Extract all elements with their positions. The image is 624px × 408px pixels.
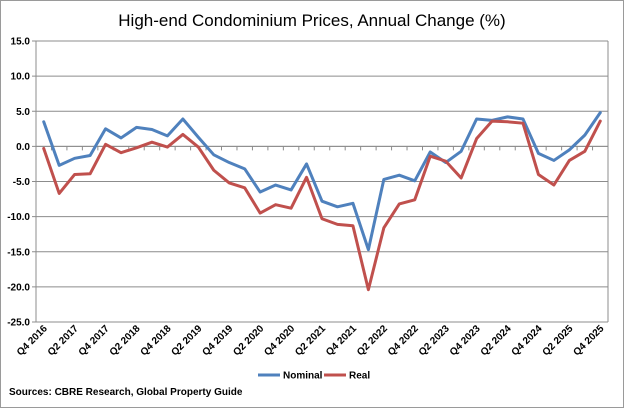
x-tick-label: Q2 2017 <box>46 323 81 358</box>
x-tick-label: Q4 2023 <box>448 323 483 358</box>
x-tick-label: Q2 2018 <box>108 323 143 358</box>
y-tick-label: -15.0 <box>7 247 30 258</box>
y-tick-label: -20.0 <box>7 282 30 293</box>
x-tick-label: Q4 2021 <box>324 323 359 358</box>
x-tick-label: Q2 2022 <box>355 323 390 358</box>
x-tick-label: Q2 2025 <box>541 323 576 358</box>
x-tick-label: Q4 2022 <box>386 323 421 358</box>
y-tick-label: -25.0 <box>7 318 30 329</box>
y-tick-label: -5.0 <box>13 177 31 188</box>
axes <box>35 41 609 322</box>
x-tick-label: Q4 2025 <box>571 323 606 358</box>
gridlines <box>36 40 608 323</box>
series-lines <box>42 111 602 292</box>
legend-label-real: Real <box>349 371 370 382</box>
y-tick-label: 0.0 <box>16 142 30 153</box>
x-tick-label: Q4 2018 <box>139 323 174 358</box>
source-note: Sources: CBRE Research, Global Property … <box>9 387 243 398</box>
y-axis-ticks: 15.0 10.0 5.0 0.0 -5.0 -10.0 -15.0 -20.0 -25.0 <box>7 37 36 329</box>
y-tick-label: 5.0 <box>16 107 30 118</box>
x-tick-label: Q4 2024 <box>510 323 545 358</box>
y-tick-label: 10.0 <box>11 72 31 83</box>
y-tick-label: 15.0 <box>11 37 31 48</box>
x-tick-label: Q2 2024 <box>479 323 514 358</box>
x-tick-label: Q2 2023 <box>417 323 452 358</box>
x-tick-label: Q4 2017 <box>77 323 112 358</box>
x-tick-label: Q4 2020 <box>262 323 297 358</box>
legend: Nominal Real <box>258 371 370 382</box>
x-tick-label: Q2 2019 <box>170 323 205 358</box>
chart-title: High-end Condominium Prices, Annual Chan… <box>118 11 505 30</box>
x-tick-label: Q4 2019 <box>200 323 235 358</box>
series-line-real <box>42 119 602 292</box>
series-line-nominal <box>42 111 602 252</box>
legend-label-nominal: Nominal <box>283 371 323 382</box>
y-tick-label: -10.0 <box>7 212 30 223</box>
x-tick-label: Q2 2020 <box>231 323 266 358</box>
x-tick-label: Q2 2021 <box>293 323 328 358</box>
